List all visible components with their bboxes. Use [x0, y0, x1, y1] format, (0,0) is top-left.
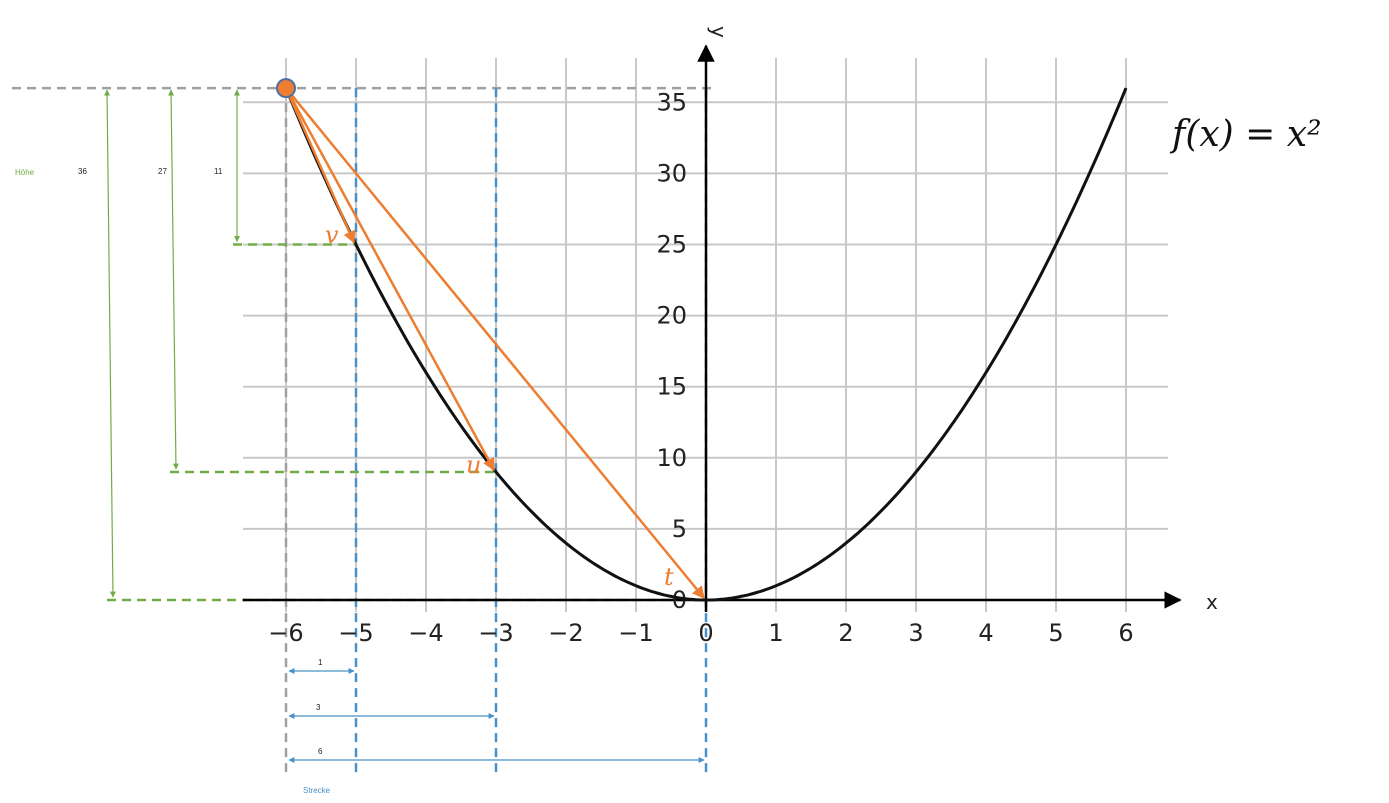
height-arrow: [104, 89, 116, 598]
function-curve: [284, 87, 1128, 602]
x-axis-label: x: [1206, 590, 1218, 614]
x-tick-label: −5: [338, 619, 373, 647]
x-tick-label: −6: [268, 619, 303, 647]
y-tick-label: 0: [672, 586, 687, 614]
x-tick-label: −3: [478, 619, 513, 647]
vector-label-v: v: [325, 221, 339, 249]
y-tick-label: 25: [656, 231, 687, 259]
height-arrow: [168, 89, 179, 470]
y-tick-label: 10: [656, 444, 687, 472]
distance-value: 1: [318, 658, 323, 667]
height-value: 36: [78, 167, 87, 176]
vector-label-t: t: [664, 563, 674, 591]
height-value: 11: [214, 167, 223, 176]
distance-value: 6: [318, 747, 323, 756]
y-tick-label: 5: [672, 515, 687, 543]
tick-labels: −6 −5 −4 −3 −2 −1 0 1 2 3 4 5 6 0 5 10 15 20 25 30 35: [268, 88, 1133, 647]
curve-layer: [284, 87, 1128, 602]
y-tick-label: 20: [656, 302, 687, 330]
vector-layer: v u t: [276, 78, 705, 599]
vector-t: [285, 87, 705, 599]
x-tick-label: 4: [978, 619, 993, 647]
distance-label: Strecke: [303, 786, 331, 795]
vector-u: [284, 87, 496, 472]
y-axis-label: y: [707, 26, 731, 38]
y-tick-label: 35: [656, 88, 687, 116]
x-tick-label: −2: [548, 619, 583, 647]
start-point: [276, 78, 296, 99]
distance-value: 3: [316, 703, 321, 712]
x-tick-label: −4: [408, 619, 443, 647]
y-tick-label: 15: [656, 373, 687, 401]
guide-lines: [12, 86, 715, 778]
x-tick-label: 3: [908, 619, 923, 647]
x-tick-label: 0: [698, 619, 713, 647]
x-tick-label: 5: [1048, 619, 1063, 647]
y-tick-label: 30: [656, 159, 687, 187]
x-tick-label: 1: [768, 619, 783, 647]
height-label: Höhe: [15, 168, 35, 177]
vector-v: [284, 87, 356, 244]
vector-label-u: u: [466, 451, 481, 479]
x-tick-label: −1: [618, 619, 653, 647]
x-tick-label: 2: [838, 619, 853, 647]
function-label: f(x) = x²: [1169, 114, 1322, 155]
height-value: 27: [158, 167, 167, 176]
x-tick-label: 6: [1118, 619, 1133, 647]
axes: xy: [243, 26, 1218, 614]
